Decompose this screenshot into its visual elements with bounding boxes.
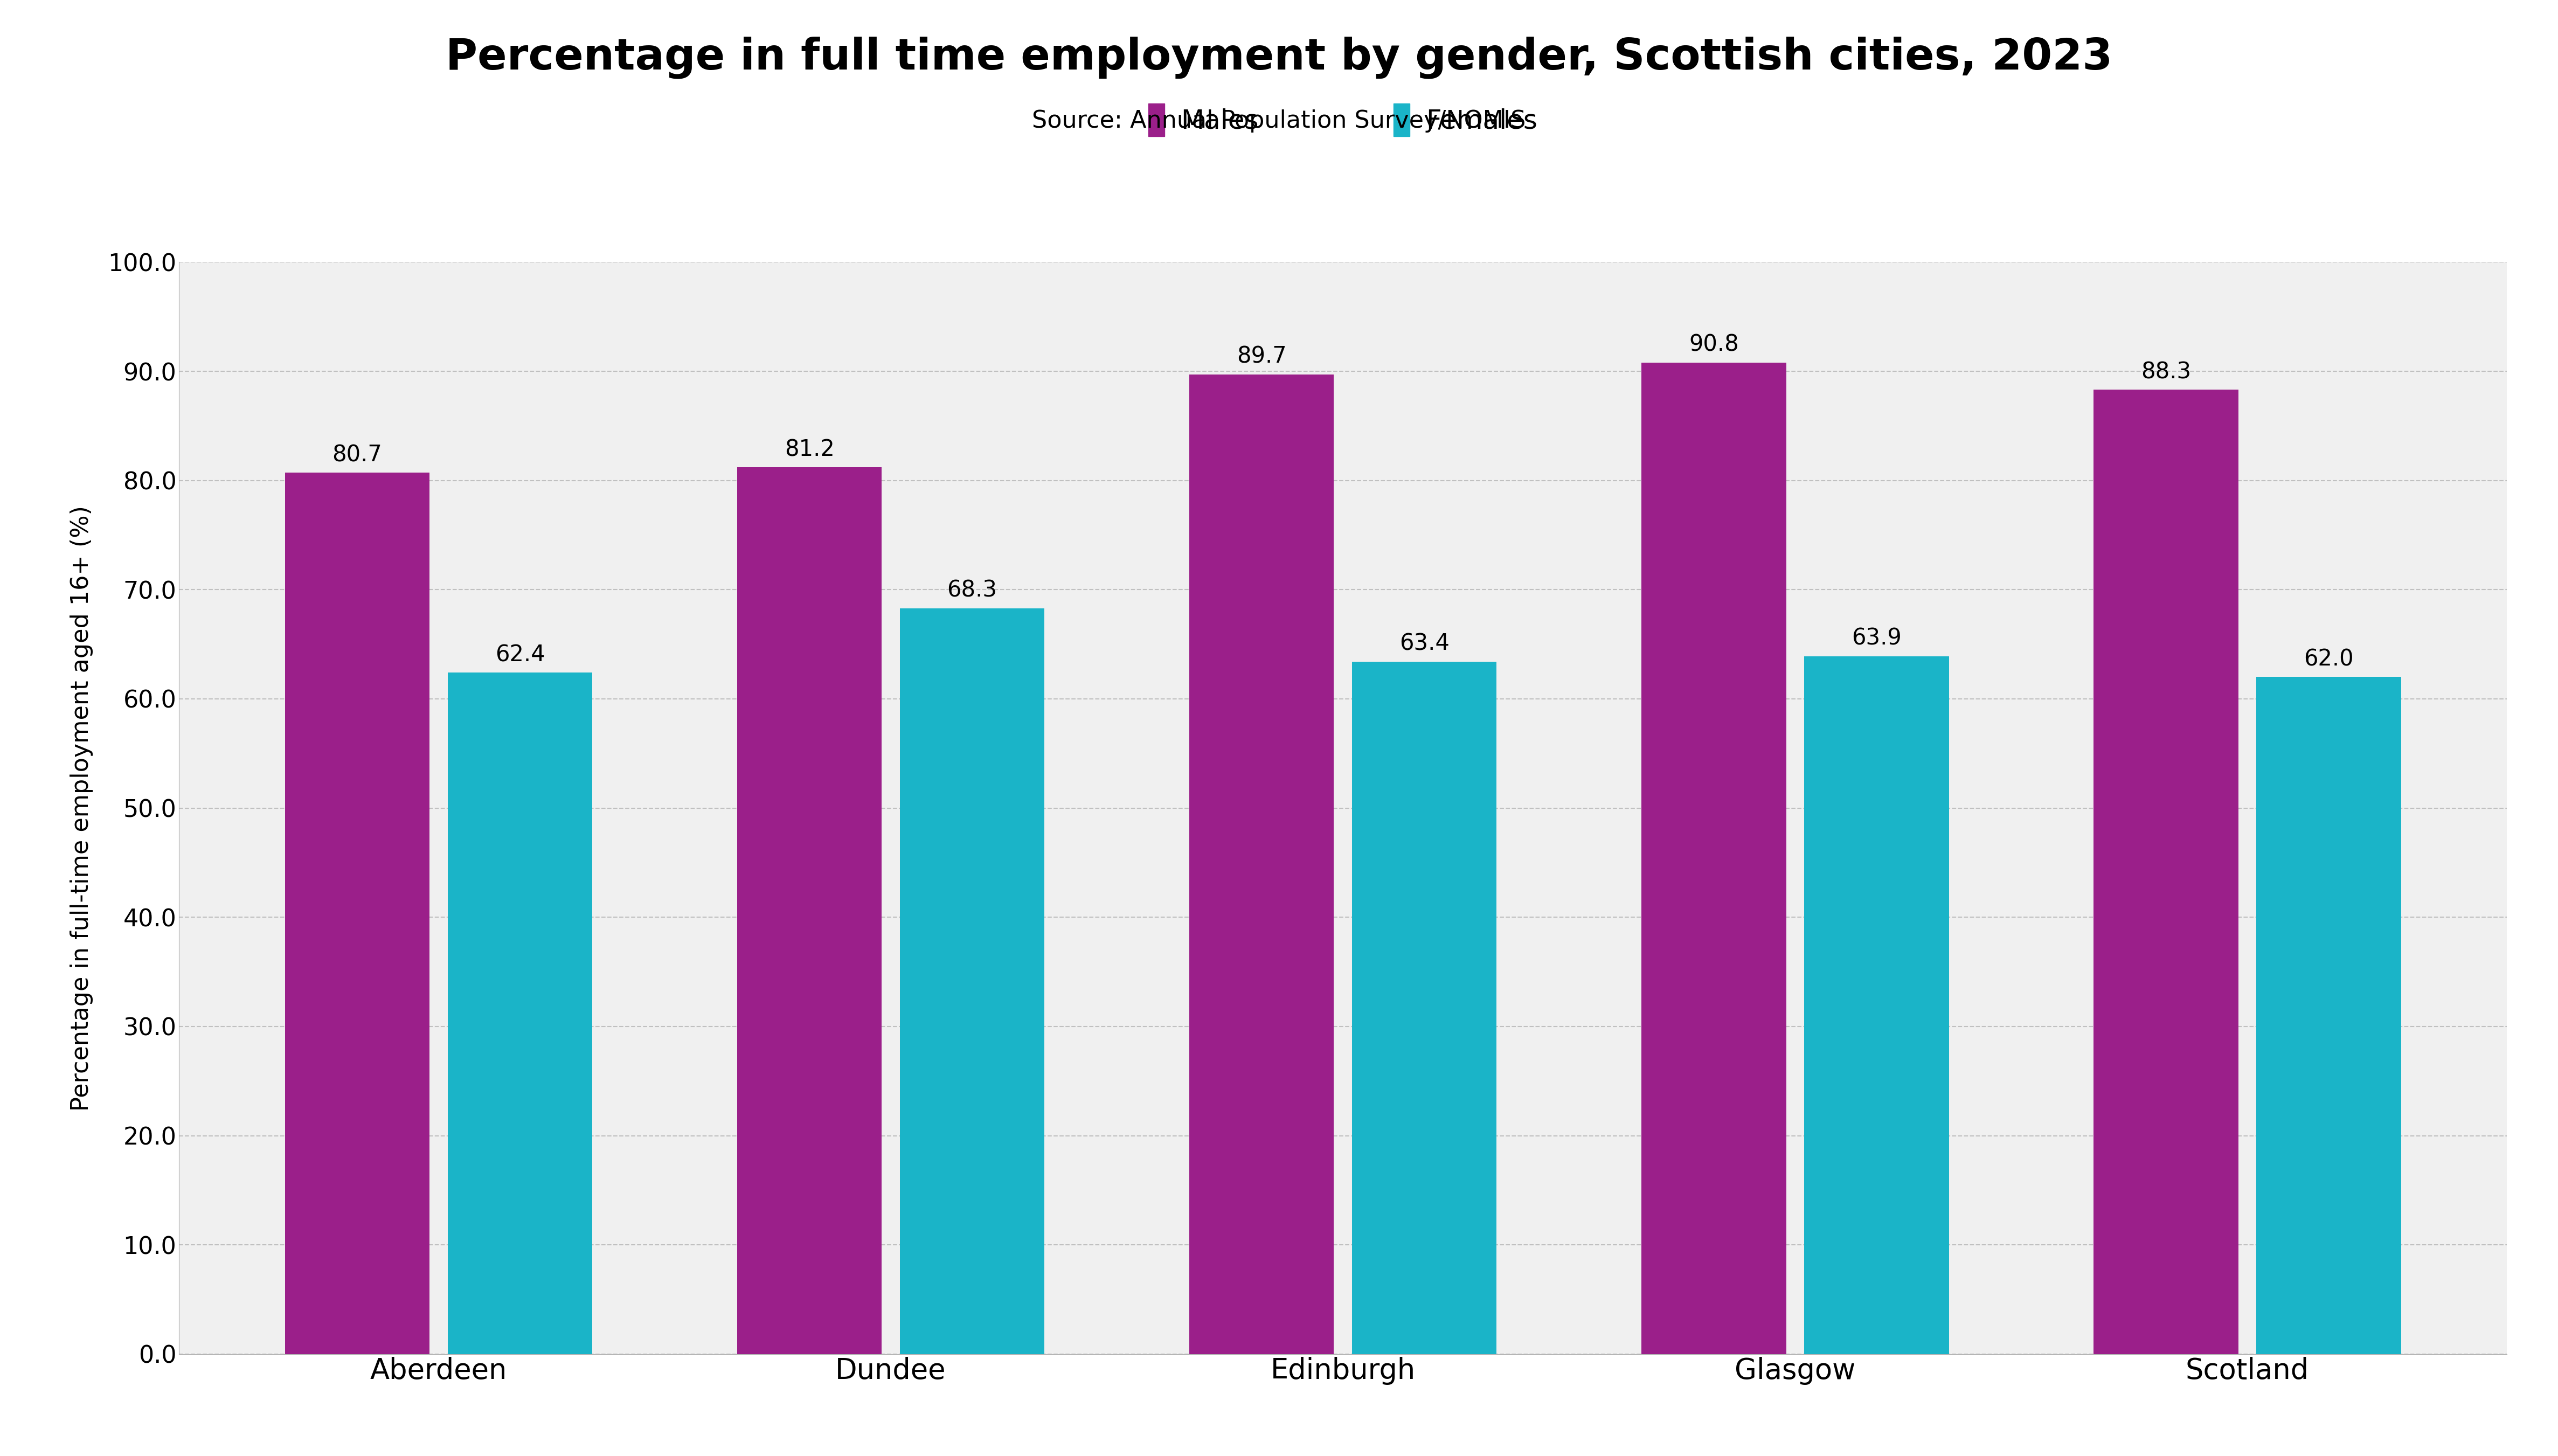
Text: 90.8: 90.8	[1688, 333, 1739, 357]
Text: Percentage in full time employment by gender, Scottish cities, 2023: Percentage in full time employment by ge…	[445, 36, 2113, 79]
Bar	[2092, 390, 2238, 1354]
Bar	[448, 673, 593, 1354]
Y-axis label: Percentage in full-time employment aged 16+ (%): Percentage in full-time employment aged …	[69, 505, 92, 1111]
Bar	[737, 467, 883, 1354]
Text: 89.7: 89.7	[1236, 345, 1287, 368]
Text: 63.9: 63.9	[1852, 628, 1901, 649]
Bar	[2256, 677, 2402, 1354]
Text: 63.4: 63.4	[1399, 632, 1450, 655]
Text: 81.2: 81.2	[785, 438, 834, 462]
Text: 68.3: 68.3	[946, 579, 998, 601]
Text: Source: Annual Population Survey/NOMIS: Source: Annual Population Survey/NOMIS	[1031, 109, 1527, 132]
Bar	[284, 473, 430, 1354]
Bar	[900, 609, 1044, 1354]
Text: 62.4: 62.4	[496, 644, 545, 667]
Text: 88.3: 88.3	[2141, 361, 2192, 383]
Legend: Males, Females: Males, Females	[1136, 90, 1550, 150]
Text: 80.7: 80.7	[333, 444, 381, 466]
Bar	[1189, 374, 1333, 1354]
Text: 62.0: 62.0	[2305, 648, 2353, 670]
Bar	[1803, 657, 1949, 1354]
Bar	[1642, 363, 1785, 1354]
Bar	[1353, 662, 1496, 1354]
